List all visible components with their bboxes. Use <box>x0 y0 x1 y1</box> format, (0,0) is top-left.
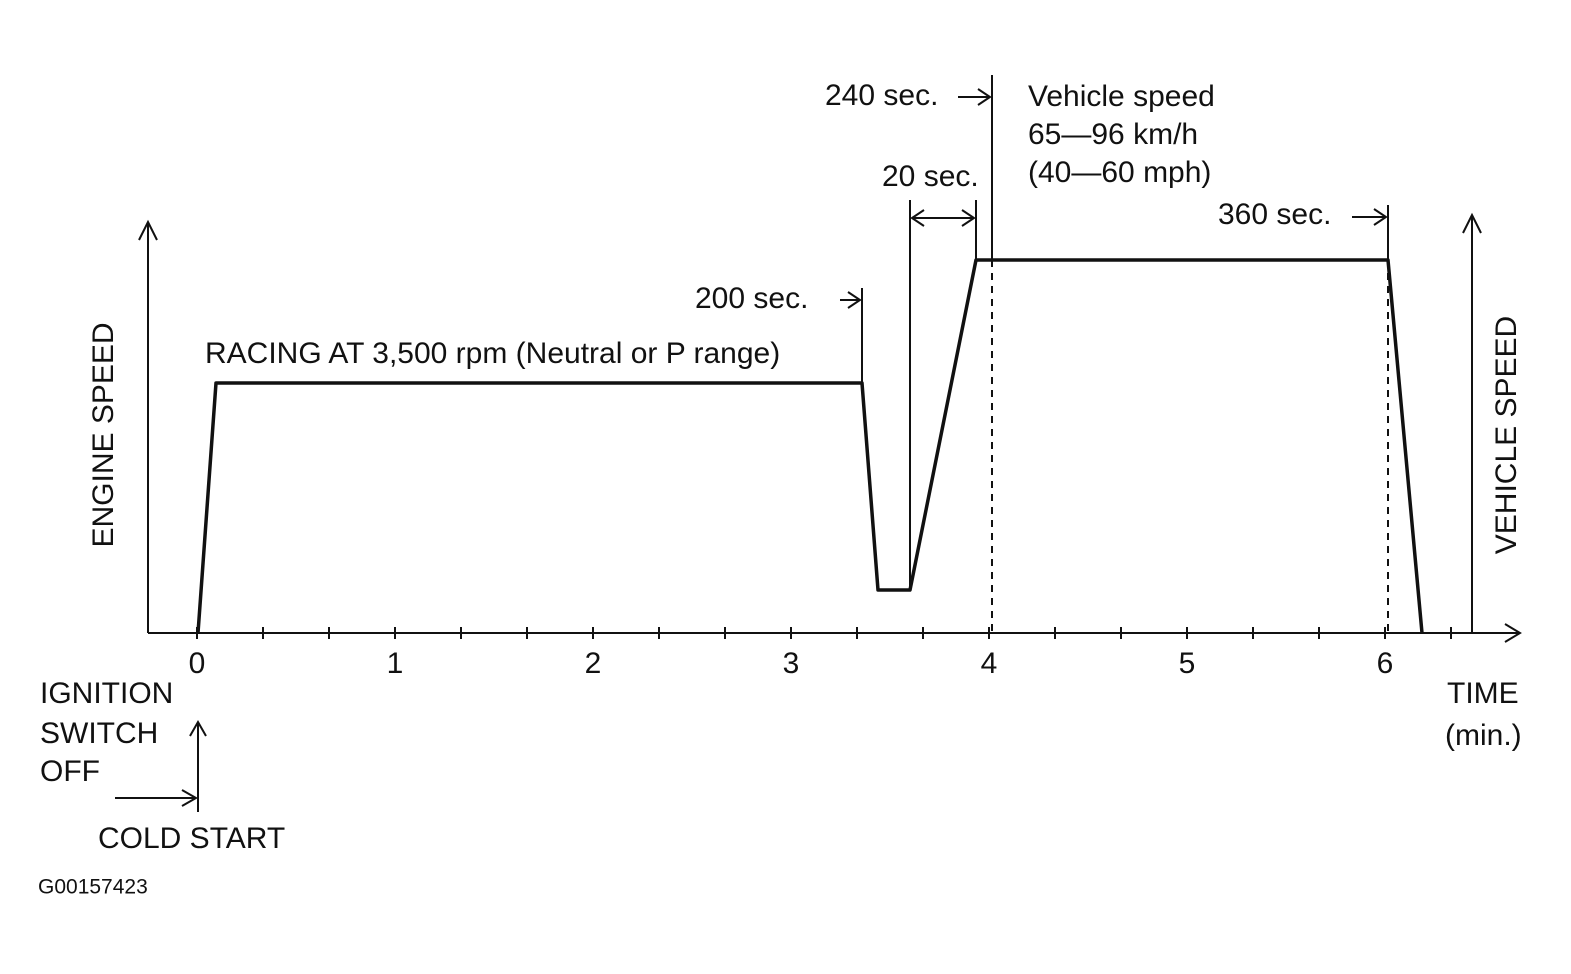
x-axis-unit: (min.) <box>1445 719 1522 752</box>
figure-id: G00157423 <box>38 876 148 899</box>
x-tick-label: 3 <box>783 647 800 680</box>
arrow-head <box>977 88 992 106</box>
annotation: RACING AT 3,500 rpm (Neutral or P range) <box>205 337 780 370</box>
axes <box>138 212 1522 643</box>
x-tick-label: 5 <box>1179 647 1196 680</box>
annotation: SWITCH <box>40 717 158 750</box>
annotation: Vehicle speed <box>1028 80 1215 113</box>
speed-profile <box>196 258 1424 634</box>
ticks: 0 1 2 3 4 5 6 <box>189 627 1452 680</box>
arrow-head <box>910 209 925 227</box>
x-tick-label: 0 <box>189 647 206 680</box>
annotation: 200 sec. <box>695 282 808 315</box>
arrow-head <box>847 291 862 309</box>
annotation: (40—60 mph) <box>1028 156 1211 189</box>
x-axis-title: TIME <box>1447 677 1519 710</box>
x-tick-label: 6 <box>1377 647 1394 680</box>
annotation: 360 sec. <box>1218 198 1331 231</box>
annotation: OFF <box>40 755 100 788</box>
arrow-head <box>1462 212 1482 234</box>
arrow-head <box>181 789 199 807</box>
arrow-head <box>138 219 158 241</box>
annotation: 20 sec. <box>882 160 979 193</box>
arrow-head <box>1504 623 1522 643</box>
annotation: 240 sec. <box>825 79 938 112</box>
x-tick-label: 2 <box>585 647 602 680</box>
x-tick-label: 4 <box>981 647 998 680</box>
x-tick-label: 1 <box>387 647 404 680</box>
arrow-head <box>961 209 976 227</box>
annotation: 65—96 km/h <box>1028 118 1198 151</box>
annotation: COLD START <box>98 822 285 855</box>
arrow-head <box>189 719 207 737</box>
arrow-head <box>1373 208 1388 226</box>
y-axis-label: VEHICLE SPEED <box>1490 316 1523 554</box>
annotation: IGNITION <box>40 677 173 710</box>
y-axis-label: ENGINE SPEED <box>87 322 120 547</box>
